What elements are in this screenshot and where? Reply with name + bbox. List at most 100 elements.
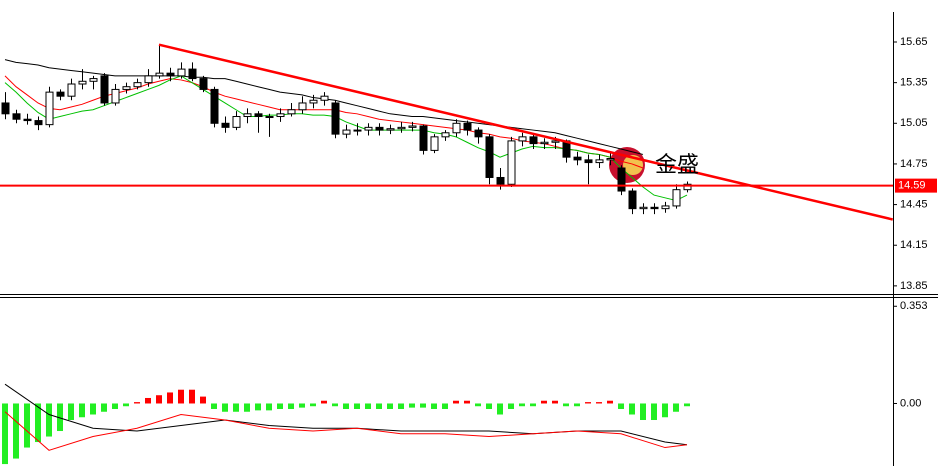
candle-body <box>265 116 274 119</box>
histogram-bar <box>288 403 294 409</box>
candle-body <box>177 68 186 77</box>
histogram-bar <box>123 403 129 407</box>
y-tick-label: 13.85 <box>900 280 928 292</box>
indicator-line <box>4 411 688 451</box>
y-tick-label: 0.353 <box>900 300 928 312</box>
histogram-bar <box>200 396 206 404</box>
candle-body <box>122 86 131 90</box>
histogram-bar <box>68 403 74 421</box>
candle-body <box>650 206 659 210</box>
candle-body <box>463 122 472 131</box>
histogram-bar <box>233 403 239 412</box>
candle-body <box>199 78 208 90</box>
histogram-bar <box>508 403 514 409</box>
candle-body <box>188 68 197 80</box>
histogram-bar <box>46 403 52 437</box>
candle-body <box>419 125 428 151</box>
trend-line <box>158 43 893 221</box>
histogram-bar <box>2 403 8 465</box>
candle-body <box>683 183 692 191</box>
candle-body <box>331 102 340 135</box>
histogram-bar <box>387 403 393 409</box>
candle-body <box>518 136 527 142</box>
candle-body <box>100 75 109 104</box>
histogram-bar <box>662 403 668 418</box>
histogram-bar <box>299 403 305 408</box>
candle-body <box>287 109 296 115</box>
histogram-bar <box>497 403 503 415</box>
candle-body <box>474 129 483 138</box>
candle-body <box>485 136 494 178</box>
histogram-bar <box>453 400 459 404</box>
candle-body <box>342 129 351 135</box>
histogram-bar <box>464 400 470 404</box>
histogram-bar <box>145 397 151 404</box>
y-tick-label: 14.45 <box>900 198 928 210</box>
histogram-bar <box>563 403 569 407</box>
candle-body <box>606 158 615 161</box>
histogram-bar <box>222 403 228 412</box>
histogram-bar <box>178 389 184 404</box>
candle-body <box>166 72 175 77</box>
candle-body <box>12 113 21 120</box>
histogram-bar <box>13 403 19 459</box>
candle-body <box>507 140 516 185</box>
candle-body <box>298 102 307 111</box>
histogram-bar <box>321 400 327 404</box>
candle-body <box>89 78 98 82</box>
histogram-bar <box>167 392 173 404</box>
histogram-bar <box>332 403 338 407</box>
candle-body <box>584 159 593 164</box>
histogram-bar <box>486 403 492 409</box>
candle-body <box>45 91 54 126</box>
histogram-bar <box>211 403 217 409</box>
histogram-bar <box>310 403 316 407</box>
histogram-bar <box>640 403 646 421</box>
histogram-bar <box>277 403 283 409</box>
histogram-bar <box>376 403 382 409</box>
histogram-bar <box>343 403 349 409</box>
candle-body <box>551 140 560 143</box>
histogram-bar <box>255 403 261 411</box>
histogram-bar <box>431 403 437 409</box>
histogram-bar <box>519 403 525 407</box>
candle-body <box>496 176 505 185</box>
candle-body <box>639 206 648 210</box>
histogram-bar <box>134 402 140 404</box>
candle-body <box>111 88 120 104</box>
candle-body <box>441 132 450 138</box>
histogram-bar <box>651 403 657 421</box>
y-tick-label: 14.75 <box>900 158 928 170</box>
histogram-bar <box>79 403 85 418</box>
candle-body <box>221 122 230 128</box>
histogram-bar <box>156 395 162 404</box>
candle-body <box>617 167 626 192</box>
watermark: 金盛 <box>655 152 699 177</box>
candle-body <box>353 129 362 132</box>
candle-body <box>320 95 329 101</box>
histogram-bar <box>112 403 118 409</box>
candle-body <box>397 126 406 130</box>
histogram-bar <box>101 403 107 412</box>
histogram-bar <box>189 389 195 404</box>
histogram-bar <box>585 402 591 404</box>
candle-body <box>595 159 604 164</box>
candle-body <box>23 118 32 122</box>
candle-body <box>56 91 65 97</box>
histogram-bar <box>35 403 41 443</box>
histogram-bar <box>409 403 415 408</box>
candle-body <box>540 141 549 145</box>
histogram-bar <box>244 403 250 412</box>
candle-body <box>672 189 681 207</box>
histogram-bar <box>541 400 547 404</box>
histogram-bar <box>574 403 580 407</box>
candle-body <box>78 80 87 85</box>
candle-body <box>133 82 142 88</box>
price-label: 14.59 <box>898 180 926 192</box>
candle-body <box>243 113 252 118</box>
y-tick-label: 15.65 <box>900 36 928 48</box>
histogram-bar <box>24 403 30 448</box>
y-tick-label: 15.35 <box>900 77 928 89</box>
